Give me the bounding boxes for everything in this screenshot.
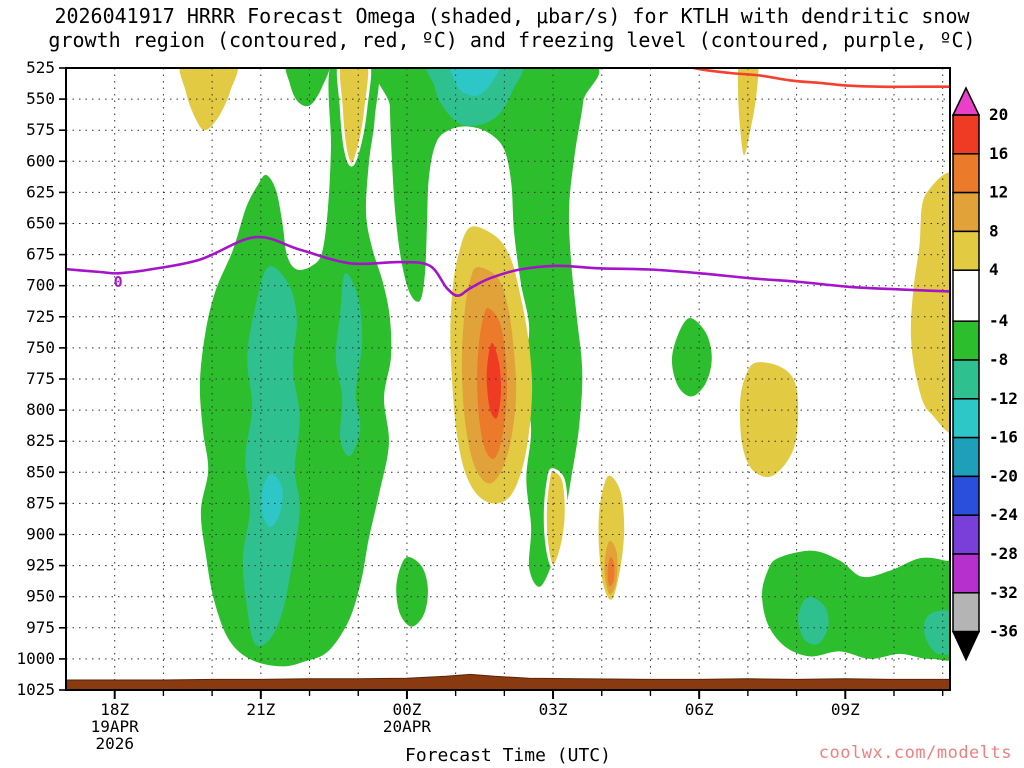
colorbar-label: -24 [989, 505, 1018, 524]
colorbar-band-white [952, 269, 980, 322]
shaded-region-upper-ascent-arch [375, 68, 600, 587]
y-axis: 525 550 575 600 625 650 675 700 725 750 775 800 825 8… [16, 58, 66, 699]
y-tick-label: 775 [26, 369, 55, 388]
shaded-region-ascent-core-mid [335, 273, 363, 457]
shaded-region-ascent-core-left-inner [261, 473, 283, 528]
chart-title-line2: growth region (contoured, red, ºC) and f… [48, 28, 976, 52]
watermark-text: coolwx.com/modelts [818, 743, 1012, 763]
colorbar-band-cyan [952, 398, 980, 439]
chart-title-line1: 2026041917 HRRR Forecast Omega (shaded, … [54, 4, 970, 28]
x-axis-title: Forecast Time (UTC) [405, 745, 611, 766]
shaded-region-right-edge-column [910, 172, 950, 434]
contour-dendritic-growth-region [688, 68, 950, 89]
colorbar-band-violet [952, 514, 980, 555]
colorbar-label: -32 [989, 583, 1018, 602]
x-date-label: 2026 [95, 734, 134, 753]
y-tick-label: 850 [26, 462, 55, 481]
colorbar-band-gold [952, 191, 980, 233]
colorbar-label: -16 [989, 428, 1018, 447]
shaded-region-top-small-ascent [285, 68, 330, 107]
colorbar-label: 4 [989, 260, 999, 279]
omega-shading [179, 68, 950, 667]
y-tick-label: 925 [26, 556, 55, 575]
shaded-region-arch-core [426, 68, 524, 126]
y-tick-label: 700 [26, 276, 55, 295]
shaded-region-main-ascent-complex [199, 68, 392, 667]
colorbar-label: 16 [989, 144, 1008, 163]
shaded-region-subsidence-blob-04z-core [607, 556, 615, 587]
x-tick-label: 03Z [539, 700, 568, 719]
y-tick-label: 900 [26, 525, 55, 544]
shaded-region-top-left-updraft [179, 68, 238, 131]
colorbar-label: -28 [989, 544, 1018, 563]
y-tick-label: 825 [26, 431, 55, 450]
x-tick-label: 06Z [685, 700, 714, 719]
contour-label-freezing-level-0c: 0 [114, 273, 123, 291]
colorbar-band-red [952, 114, 980, 155]
colorbar-band-yellow [952, 230, 980, 271]
colorbar-label: -36 [989, 622, 1018, 641]
colorbar-band-gray [952, 592, 980, 633]
contour-freezing-level-0c [66, 235, 950, 298]
y-tick-label: 975 [26, 618, 55, 637]
x-tick-label: 18Z [100, 700, 129, 719]
shaded-region-low-level-ascent-blob [396, 556, 428, 627]
y-tick-label: 725 [26, 307, 55, 326]
colorbar-label: 12 [989, 183, 1008, 202]
y-tick-label: 750 [26, 338, 55, 357]
y-tick-label: 800 [26, 400, 55, 419]
y-tick-label: 550 [26, 89, 55, 108]
y-tick-label: 600 [26, 151, 55, 170]
colorbar-label: -12 [989, 389, 1018, 408]
shaded-region-central-subsidence-max [486, 342, 502, 419]
shaded-region-arch-core-inner [449, 68, 500, 96]
colorbar-band-tealgreen [952, 359, 980, 400]
y-tick-label: 625 [26, 182, 55, 201]
shaded-region-column-subsidence-core [336, 68, 372, 167]
y-tick-label: 675 [26, 245, 55, 264]
y-tick-label: 650 [26, 214, 55, 233]
x-date-label: 20APR [383, 717, 432, 736]
colorbar-label: -20 [989, 466, 1018, 485]
colorbar-label: 20 [989, 105, 1008, 124]
x-tick-label: 21Z [246, 700, 275, 719]
y-tick-label: 950 [26, 587, 55, 606]
colorbar-band-purple [952, 553, 980, 594]
shaded-region-top-right-sliver [737, 68, 759, 156]
shaded-region-bottom-right-core-2 [923, 610, 950, 655]
plot-area: 0 [66, 68, 950, 690]
y-tick-label: 1025 [16, 680, 55, 699]
y-tick-label: 1000 [16, 649, 55, 668]
colorbar-band-blue [952, 475, 980, 516]
colorbar-label: -4 [989, 311, 1008, 330]
shaded-region-ascent-core-left [242, 266, 300, 647]
x-tick-label: 00Z [392, 700, 421, 719]
x-date-label: 19APR [91, 717, 140, 736]
colorbar-band-darkcyan [952, 436, 980, 478]
colorbar-label: 8 [989, 221, 999, 240]
chart-title: 2026041917 HRRR Forecast Omega (shaded, … [0, 4, 1024, 52]
shaded-region-small-ascent-oval [671, 317, 712, 397]
colorbar-triangle-top [951, 86, 981, 116]
colorbar-triangle-bottom [951, 630, 981, 662]
y-tick-label: 875 [26, 493, 55, 512]
shaded-region-right-subsidence-blob [739, 362, 799, 478]
terrain-surface [66, 673, 950, 690]
gridlines [66, 68, 950, 690]
colorbar-label: -8 [989, 350, 1008, 369]
y-tick-label: 525 [26, 58, 55, 77]
y-tick-label: 575 [26, 120, 55, 139]
colorbar: 20 16 12 8 4 -4 -8 -12 -16 -20 -24 -28 -32 -36 [951, 86, 1018, 662]
shaded-region-bottom-right-core-1 [797, 596, 829, 645]
colorbar-band-green [952, 320, 980, 361]
shaded-region-narrow-subsidence-strip [543, 468, 568, 569]
colorbar-band-orange [952, 153, 980, 194]
x-tick-label: 09Z [831, 700, 860, 719]
